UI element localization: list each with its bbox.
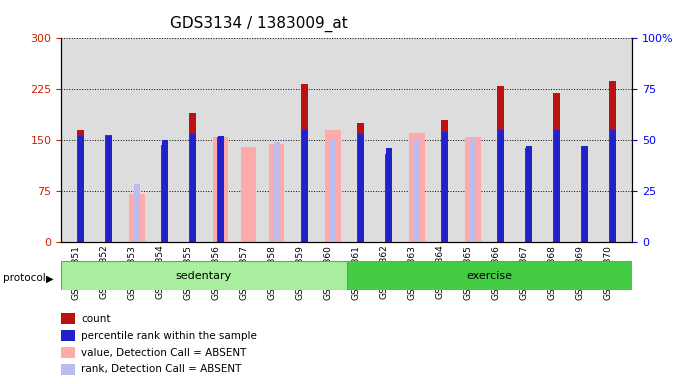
Bar [129,194,144,242]
Text: GDS3134 / 1383009_at: GDS3134 / 1383009_at [169,15,347,31]
Text: percentile rank within the sample: percentile rank within the sample [81,331,257,341]
Bar [526,146,532,242]
Bar [386,154,392,242]
Bar [241,147,256,242]
Bar [213,137,228,242]
Bar [189,113,197,242]
Bar [302,130,308,242]
Bar [554,93,560,242]
Bar [325,130,341,242]
Bar [386,148,392,242]
Text: protocol: protocol [3,273,46,283]
Bar [414,140,420,242]
Bar [269,144,284,242]
Bar [582,146,588,242]
Bar [105,135,112,242]
Bar [78,136,84,242]
Bar [526,148,532,242]
Bar [442,132,447,242]
Text: sedentary: sedentary [176,270,232,281]
Bar [497,86,505,242]
Text: rank, Detection Call = ABSENT: rank, Detection Call = ABSENT [81,364,241,374]
Bar [274,142,279,242]
Bar [301,84,308,242]
Bar [61,313,75,324]
Bar [61,364,75,375]
Bar [61,347,75,358]
Bar [610,130,615,242]
Text: value, Detection Call = ABSENT: value, Detection Call = ABSENT [81,348,247,358]
Bar [218,136,224,242]
Bar [465,137,481,242]
Text: exercise: exercise [466,270,513,281]
Text: count: count [81,314,111,324]
Bar [61,330,75,341]
Bar [106,136,112,242]
Bar [78,130,84,242]
Bar [554,130,560,242]
FancyBboxPatch shape [61,261,347,290]
Bar [609,81,616,242]
Bar [161,145,168,242]
Bar [498,130,504,242]
Text: ▶: ▶ [46,273,54,283]
Bar [330,139,336,242]
Bar [409,133,424,242]
Bar [134,184,139,242]
Bar [357,123,364,242]
Bar [218,137,224,242]
Bar [190,134,196,242]
Bar [581,146,588,242]
FancyBboxPatch shape [347,261,632,290]
Bar [470,140,476,242]
Bar [441,120,448,242]
Bar [162,140,168,242]
Bar [358,134,364,242]
